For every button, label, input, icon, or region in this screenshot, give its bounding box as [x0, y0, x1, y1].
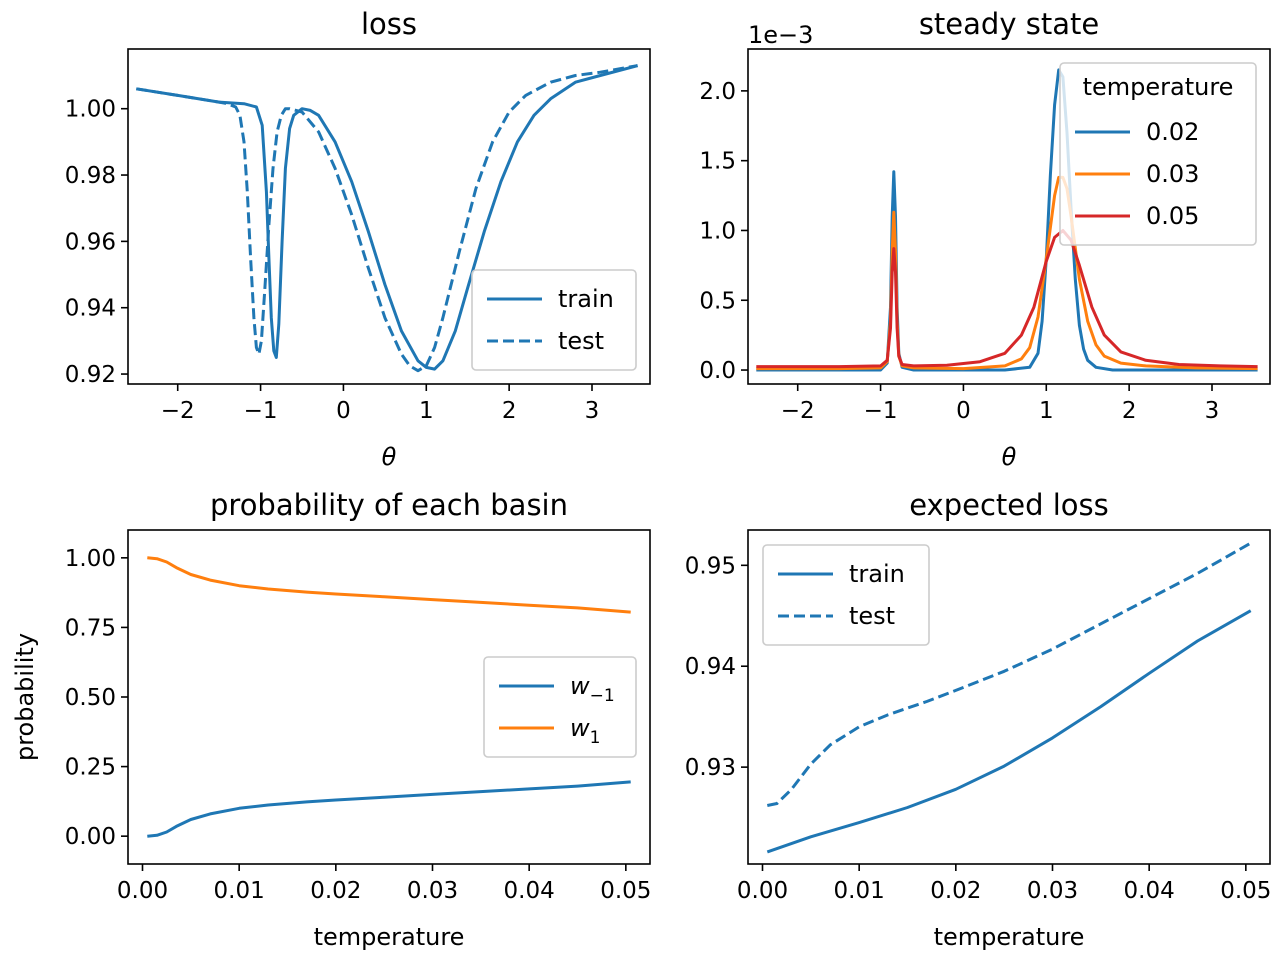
y-tick-label: 0.0	[699, 358, 736, 384]
legend-label: 0.05	[1146, 202, 1199, 230]
x-tick-label: −1	[864, 398, 898, 424]
y-tick-label: 0.98	[65, 163, 116, 189]
legend-label: 0.03	[1146, 160, 1199, 188]
x-tick-label: 0.05	[1220, 878, 1271, 904]
chart-panel-0: −2 −1 0 1 2 3 0.92 0.94 0.96 0.98 1.00 loss θ train te…	[65, 7, 651, 471]
x-tick-label: 0.04	[1124, 878, 1175, 904]
legend: w−1w1	[483, 656, 637, 758]
y-tick-label: 1.00	[65, 546, 116, 572]
legend-label: w1	[570, 714, 600, 748]
x-tick-label: 0	[336, 398, 351, 424]
series-group	[766, 541, 1252, 854]
chart-title: loss	[361, 7, 417, 41]
x-tick-label: 0.03	[407, 878, 458, 904]
x-tick-label: 0.03	[1027, 878, 1078, 904]
x-tick-label: 3	[1205, 398, 1220, 424]
series-group	[136, 64, 638, 373]
x-tick-label: −2	[161, 398, 195, 424]
y-tick-label: 1.5	[699, 149, 736, 175]
y-tick-label: 0.92	[65, 362, 116, 388]
chart-panel-3: 0.00 0.01 0.02 0.03 0.04 0.05 0.93 0.94 0.95 expe…	[685, 488, 1272, 951]
y-tick-label: 0.25	[65, 755, 116, 781]
y-tick-label: 0.75	[65, 615, 116, 641]
legend-label: test	[849, 602, 895, 630]
legend-label: test	[558, 327, 604, 355]
series-line-1	[766, 541, 1252, 807]
chart-title: probability of each basin	[210, 488, 568, 522]
x-tick-label: 1	[419, 398, 434, 424]
series-line-1	[147, 556, 631, 614]
series-line-0	[147, 780, 631, 838]
x-tick-label: 0.01	[834, 878, 885, 904]
legend-label-subscript: 1	[590, 728, 601, 748]
legend-box	[1059, 62, 1257, 246]
x-tick-label: 0.02	[310, 878, 361, 904]
series-line-2	[756, 229, 1258, 369]
series-group	[147, 556, 631, 838]
series-group	[756, 68, 1258, 372]
x-tick-label: 2	[1122, 398, 1137, 424]
legend-label-base: w	[570, 672, 590, 700]
y-axis-label: probability	[11, 633, 39, 761]
legend-label-subscript: −1	[590, 686, 615, 706]
x-tick-label: 0.01	[214, 878, 265, 904]
series-line-0	[766, 609, 1252, 854]
x-tick-label: 0.00	[117, 878, 168, 904]
chart-title: steady state	[919, 7, 1099, 41]
chart-panel-2: 0.00 0.01 0.02 0.03 0.04 0.05 0.00 0.25 0.50 0.75…	[11, 488, 651, 951]
y-tick-label: 0.93	[685, 755, 736, 781]
x-tick-label: 0	[956, 398, 971, 424]
legend-label: train	[558, 285, 614, 313]
legend-label: 0.02	[1146, 118, 1199, 146]
y-tick-label: 0.94	[685, 654, 736, 680]
x-tick-label: 0.04	[504, 878, 555, 904]
series-line-0	[756, 68, 1258, 372]
legend-title: temperature	[1083, 73, 1234, 101]
x-tick-label: 0.00	[737, 878, 788, 904]
y-tick-label: 2.0	[699, 79, 736, 105]
x-tick-label: −1	[244, 398, 278, 424]
legend: temperature 0.02 0.03 0.05	[1059, 62, 1257, 246]
chart-panel-1: −2 −1 0 1 2 3 0.0 0.5 1.0 1.5 2.0 steady state θ 1e−3…	[699, 7, 1271, 471]
y-tick-label: 0.94	[65, 296, 116, 322]
axes-frame	[127, 48, 651, 385]
y-tick-label: 0.50	[65, 685, 116, 711]
x-axis-label: θ	[1002, 443, 1017, 471]
x-tick-label: 2	[502, 398, 517, 424]
axes-frame	[747, 48, 1271, 385]
y-tick-label: 0.95	[685, 553, 736, 579]
series-line-0	[136, 64, 638, 371]
legend-label: train	[849, 560, 905, 588]
axis-offset-text: 1e−3	[748, 21, 813, 49]
y-tick-label: 0.96	[65, 229, 116, 255]
axes-frame	[747, 529, 1271, 865]
x-axis-label: temperature	[934, 923, 1085, 951]
x-tick-label: 0.05	[600, 878, 651, 904]
y-tick-label: 0.5	[699, 288, 736, 314]
legend-box	[762, 544, 930, 646]
x-tick-label: 1	[1039, 398, 1054, 424]
legend-box	[483, 656, 637, 758]
legend-label: w−1	[570, 672, 615, 706]
y-tick-label: 0.00	[65, 824, 116, 850]
x-tick-label: −2	[781, 398, 815, 424]
y-tick-label: 1.00	[65, 97, 116, 123]
x-axis-label: temperature	[314, 923, 465, 951]
x-tick-label: 3	[585, 398, 600, 424]
legend: train test	[471, 269, 637, 371]
chart-title: expected loss	[909, 488, 1109, 522]
legend: train test	[762, 544, 930, 646]
legend-box	[471, 269, 637, 371]
x-tick-label: 0.02	[930, 878, 981, 904]
x-axis-label: θ	[382, 443, 397, 471]
legend-label-base: w	[570, 714, 590, 742]
y-tick-label: 1.0	[699, 218, 736, 244]
series-line-1	[136, 64, 638, 373]
